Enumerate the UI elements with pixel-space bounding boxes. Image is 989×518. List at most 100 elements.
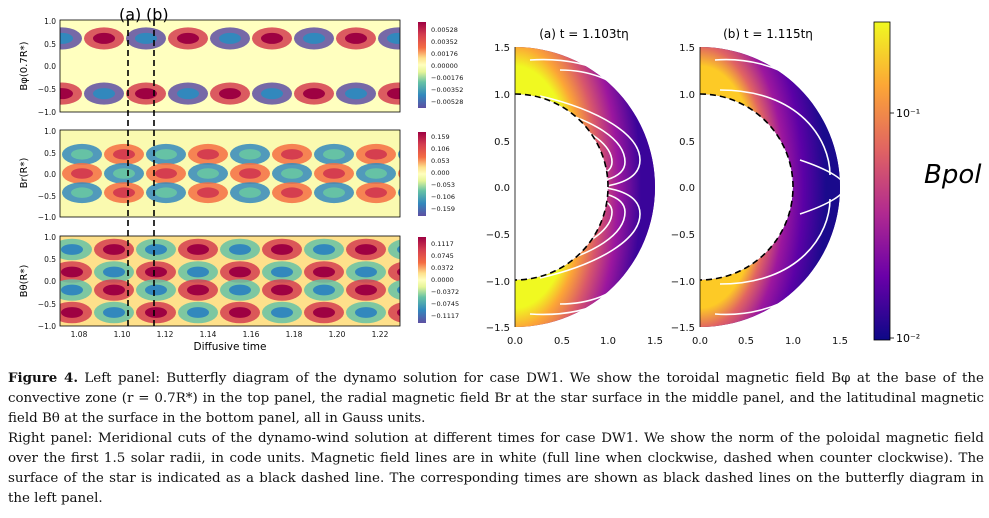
- butterfly-cell-core: [365, 187, 387, 198]
- butterfly-cell-core: [229, 284, 251, 296]
- butterfly-cell-core: [219, 32, 241, 44]
- ytick: −1.0: [38, 322, 56, 331]
- butterfly-cell-core: [61, 244, 83, 255]
- colorbar-btheta: 0.1117 0.0745 0.0372 0.0000 −0.0372 −0.0…: [418, 237, 459, 323]
- butterfly-cell-core: [271, 266, 293, 278]
- ytick: 1.0: [44, 127, 56, 136]
- butterfly-cell-core: [187, 307, 209, 318]
- merid-b-ytick: 1.5: [679, 43, 695, 54]
- ytick: 0.5: [44, 40, 56, 49]
- colorbar-bphi: 0.00528 0.00352 0.00176 0.00000 −0.00176…: [418, 22, 463, 108]
- ytick: −0.5: [38, 192, 56, 201]
- svg-text:0.106: 0.106: [431, 145, 450, 153]
- xtick: 1.10: [114, 330, 131, 339]
- svg-text:0.0000: 0.0000: [431, 276, 454, 284]
- butterfly-cell-core: [103, 244, 125, 255]
- merid-b-xtick: 0.5: [738, 336, 754, 347]
- svg-text:0.00000: 0.00000: [431, 62, 458, 70]
- butterfly-cell-core: [61, 266, 83, 278]
- butterfly-cell-core: [239, 187, 261, 198]
- butterfly-cell-core: [303, 88, 325, 100]
- butterfly-cell-core: [135, 32, 157, 44]
- colorbar-br: 0.159 0.106 0.053 0.000 −0.053 −0.106 −0…: [418, 132, 455, 216]
- merid-b-xtick: 1.0: [785, 336, 801, 347]
- butterfly-cell-core: [187, 266, 209, 278]
- svg-text:0.159: 0.159: [431, 133, 450, 141]
- butterfly-cell-core: [355, 266, 377, 278]
- xtick: 1.08: [71, 330, 88, 339]
- merid-a-xtick: 1.0: [600, 336, 616, 347]
- butterfly-cell-core: [239, 168, 261, 179]
- xtick: 1.14: [200, 330, 217, 339]
- figure: (a) (b) 1.0 0.5 0.0 −0.5 −1.0 1.0 0.5 0.…: [19, 5, 982, 353]
- butterfly-cell-core: [113, 187, 135, 198]
- butterfly-cell: [388, 302, 400, 323]
- ytick: 1.0: [44, 233, 56, 242]
- butterfly-cell: [398, 149, 400, 159]
- butterfly-cell-core: [387, 88, 400, 100]
- xtick: 1.22: [372, 330, 389, 339]
- ytick: 0.0: [44, 170, 56, 179]
- butterfly-cell: [398, 188, 400, 198]
- butterfly-cell-core: [345, 88, 367, 100]
- xtick: 1.16: [243, 330, 260, 339]
- butterfly-cell-core: [187, 284, 209, 296]
- butterfly-cell-core: [397, 308, 400, 317]
- merid-b-ytick: −1.0: [671, 277, 695, 288]
- butterfly-cell-core: [355, 244, 377, 255]
- butterfly-cell-core: [313, 307, 335, 318]
- svg-text:0.000: 0.000: [431, 169, 450, 177]
- merid-a-ytick: 0.5: [494, 137, 510, 148]
- ytick: 0.5: [44, 255, 56, 264]
- butterfly-cell-core: [303, 32, 325, 44]
- butterfly-cell-core: [313, 266, 335, 278]
- butterfly-cell-core: [229, 266, 251, 278]
- butterfly-cell-core: [281, 168, 303, 179]
- svg-text:−0.1117: −0.1117: [431, 312, 459, 320]
- butterfly-cell-core: [103, 307, 125, 318]
- ytick: −1.0: [38, 213, 56, 222]
- butterfly-cell-core: [365, 149, 387, 160]
- caption-left-text: Left panel: Butterfly diagram of the dyn…: [8, 371, 984, 426]
- cbar-tick-bottom: 10⁻²: [896, 332, 920, 345]
- merid-a-xtick: 1.5: [647, 336, 663, 347]
- colorbar-bpol: 10⁻¹ 10⁻²: [873, 21, 920, 345]
- merid-b-ytick: 0.5: [679, 137, 695, 148]
- merid-a-ytick: −1.5: [486, 323, 510, 334]
- butterfly-cell-core: [71, 187, 93, 198]
- butterfly-cell-core: [197, 187, 219, 198]
- butterfly-cell-core: [61, 284, 83, 296]
- ylabel-bphi: Bφ(0.7R*): [19, 41, 30, 90]
- butterfly-cell-core: [145, 284, 167, 296]
- svg-text:0.1117: 0.1117: [431, 240, 454, 248]
- merid-b-ytick: −1.5: [671, 323, 695, 334]
- svg-text:−0.0372: −0.0372: [431, 288, 459, 296]
- butterfly-cell-core: [155, 149, 177, 160]
- butterfly-cell-core: [271, 244, 293, 255]
- butterfly-cell-core: [113, 149, 135, 160]
- butterfly-cell-core: [93, 88, 115, 100]
- butterfly-panel-bphi: [60, 20, 400, 112]
- cbar-tick-top: 10⁻¹: [896, 107, 920, 120]
- butterfly-cell-core: [355, 284, 377, 296]
- ylabel-btheta: Bθ(R*): [19, 265, 30, 298]
- butterfly-cell-core: [155, 187, 177, 198]
- butterfly-cell-core: [397, 245, 400, 254]
- ytick: −0.5: [38, 85, 56, 94]
- svg-text:0.00176: 0.00176: [431, 50, 458, 58]
- butterfly-cell: [398, 168, 400, 179]
- caption-right-text: Right panel: Meridional cuts of the dyna…: [8, 431, 984, 506]
- merid-b-ytick: −0.5: [671, 230, 695, 241]
- butterfly-cell-core: [145, 244, 167, 255]
- merid-a-ytick: −1.0: [486, 277, 510, 288]
- svg-text:−0.00176: −0.00176: [431, 74, 463, 82]
- meridional-panel-a: [514, 47, 656, 327]
- butterfly-cell-core: [365, 168, 387, 179]
- butterfly-cell-core: [323, 187, 345, 198]
- butterfly-cell-core: [281, 149, 303, 160]
- merid-a-ytick: −0.5: [486, 230, 510, 241]
- butterfly-cell-core: [145, 307, 167, 318]
- butterfly-cell-core: [103, 284, 125, 296]
- butterfly-cell-core: [271, 307, 293, 318]
- butterfly-cell-core: [355, 307, 377, 318]
